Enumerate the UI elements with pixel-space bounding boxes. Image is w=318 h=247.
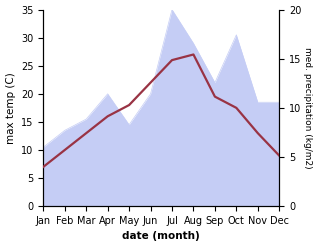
Y-axis label: max temp (C): max temp (C) [5,72,16,144]
Y-axis label: med. precipitation (kg/m2): med. precipitation (kg/m2) [303,47,313,169]
X-axis label: date (month): date (month) [122,231,200,242]
